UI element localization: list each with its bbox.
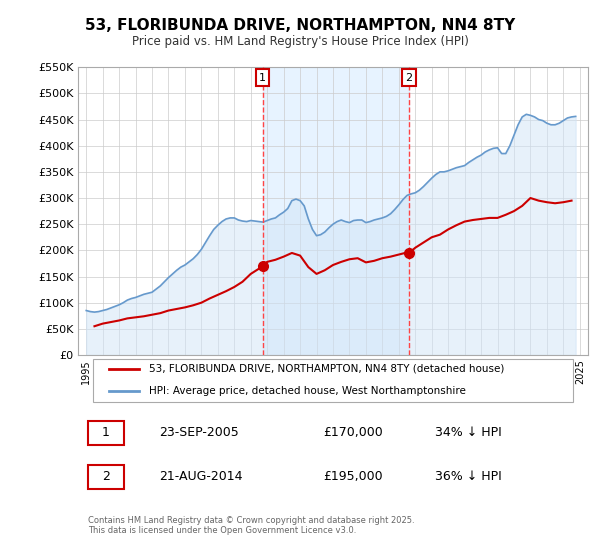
Text: 21-AUG-2014: 21-AUG-2014 bbox=[160, 470, 243, 483]
FancyBboxPatch shape bbox=[88, 421, 124, 445]
Text: £195,000: £195,000 bbox=[323, 470, 382, 483]
Text: 53, FLORIBUNDA DRIVE, NORTHAMPTON, NN4 8TY: 53, FLORIBUNDA DRIVE, NORTHAMPTON, NN4 8… bbox=[85, 18, 515, 32]
Text: Price paid vs. HM Land Registry's House Price Index (HPI): Price paid vs. HM Land Registry's House … bbox=[131, 35, 469, 49]
Text: 2: 2 bbox=[102, 470, 110, 483]
FancyBboxPatch shape bbox=[88, 465, 124, 488]
Text: £170,000: £170,000 bbox=[323, 426, 383, 439]
Text: 2: 2 bbox=[406, 73, 413, 83]
Text: 34% ↓ HPI: 34% ↓ HPI bbox=[435, 426, 502, 439]
FancyBboxPatch shape bbox=[94, 358, 573, 402]
Text: 53, FLORIBUNDA DRIVE, NORTHAMPTON, NN4 8TY (detached house): 53, FLORIBUNDA DRIVE, NORTHAMPTON, NN4 8… bbox=[149, 364, 505, 374]
Text: Contains HM Land Registry data © Crown copyright and database right 2025.
This d: Contains HM Land Registry data © Crown c… bbox=[88, 516, 415, 535]
Text: 36% ↓ HPI: 36% ↓ HPI bbox=[435, 470, 502, 483]
Text: HPI: Average price, detached house, West Northamptonshire: HPI: Average price, detached house, West… bbox=[149, 386, 466, 396]
Bar bbox=[263, 67, 409, 355]
Text: 1: 1 bbox=[102, 426, 110, 439]
Text: 1: 1 bbox=[259, 73, 266, 83]
Text: 23-SEP-2005: 23-SEP-2005 bbox=[160, 426, 239, 439]
